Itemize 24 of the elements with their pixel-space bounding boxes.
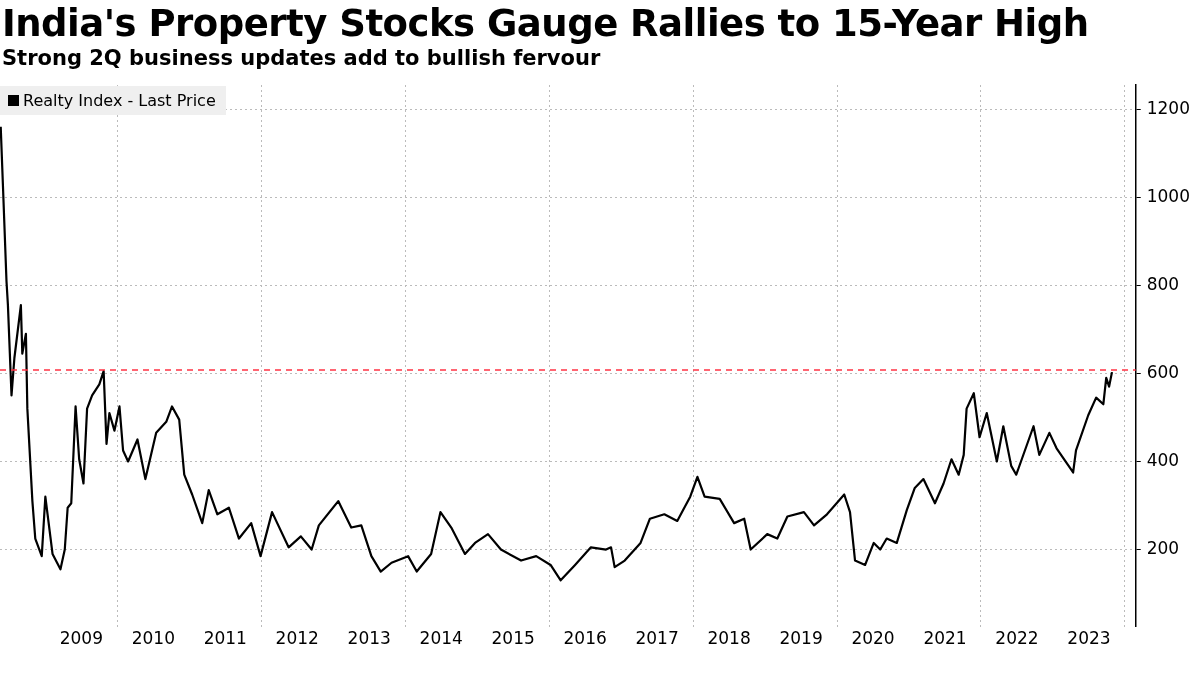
x-tick-label: 2019 — [779, 628, 823, 649]
y-tick-label: 1200 — [1146, 97, 1190, 118]
x-tick-label: 2014 — [419, 628, 463, 649]
legend-label: Realty Index - Last Price — [23, 91, 216, 110]
x-tick-label: 2023 — [1067, 628, 1111, 649]
x-tick-label: 2021 — [923, 628, 967, 649]
x-tick-label: 2009 — [59, 628, 103, 649]
x-tick-label: 2013 — [347, 628, 391, 649]
chart-title: India's Property Stocks Gauge Rallies to 15-Year High — [2, 2, 1089, 45]
x-tick-label: 2016 — [563, 628, 607, 649]
x-tick-label: 2015 — [491, 628, 535, 649]
y-tick-label: 200 — [1146, 537, 1180, 558]
y-tick-label: 600 — [1146, 361, 1180, 382]
x-tick-label: 2017 — [635, 628, 679, 649]
y-tick-label: 400 — [1146, 449, 1180, 470]
x-tick-label: 2018 — [707, 628, 751, 649]
x-tick-label: 2012 — [275, 628, 319, 649]
x-tick-label: 2010 — [131, 628, 175, 649]
x-tick-label: 2011 — [203, 628, 247, 649]
x-tick-label: 2022 — [995, 628, 1039, 649]
x-tick-label: 2020 — [851, 628, 895, 649]
chart-subtitle: Strong 2Q business updates add to bullish fervour — [2, 46, 601, 70]
y-tick-label: 1000 — [1146, 185, 1190, 206]
y-tick-label: 800 — [1146, 273, 1180, 294]
